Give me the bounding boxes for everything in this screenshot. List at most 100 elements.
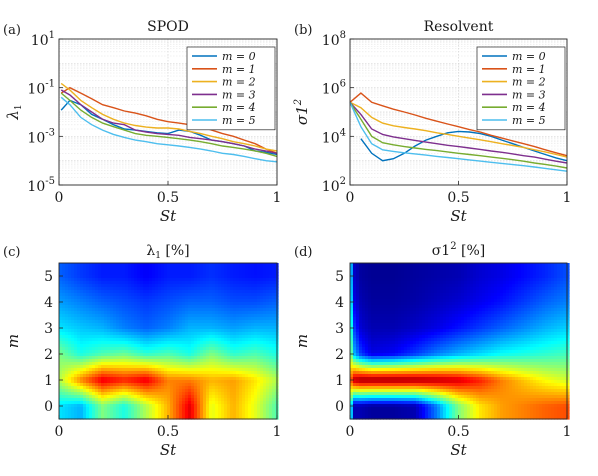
heatmap-cell: [113, 266, 117, 270]
heatmap-cell: [266, 335, 270, 339]
heatmap-cell: [74, 344, 78, 348]
heatmap-cell: [401, 341, 405, 345]
heatmap-cell: [362, 284, 366, 288]
heatmap-cell: [95, 317, 99, 321]
heatmap-cell: [101, 347, 105, 351]
heatmap-cell: [356, 338, 360, 342]
heatmap-cell: [359, 335, 363, 339]
heatmap-cell: [140, 296, 144, 300]
heatmap-cell: [152, 395, 156, 399]
legend-entry: m = 4: [222, 101, 256, 114]
heatmap-cell: [353, 263, 357, 267]
heatmap-cell: [398, 308, 402, 312]
heatmap-cell: [272, 278, 276, 282]
heatmap-cell: [212, 278, 216, 282]
series-line-m4: [349, 101, 568, 169]
heatmap-cell: [263, 374, 267, 378]
heatmap-cell: [152, 404, 156, 408]
heatmap-cell: [143, 380, 147, 384]
heatmap-cell: [353, 326, 357, 330]
heatmap-cell: [251, 302, 255, 306]
heatmap-cell: [149, 413, 153, 417]
heatmap-cell: [149, 323, 153, 327]
heatmap-cell: [86, 356, 90, 360]
heatmap-cell: [350, 416, 354, 420]
heatmap-cell: [146, 272, 150, 276]
heatmap-cell: [377, 269, 381, 273]
heatmap-cell: [155, 266, 159, 270]
heatmap-cell: [92, 296, 96, 300]
heatmap-cell: [251, 329, 255, 333]
heatmap-cell: [383, 293, 387, 297]
heatmap-cell: [146, 326, 150, 330]
heatmap-cell: [233, 329, 237, 333]
heatmap-cell: [239, 347, 243, 351]
heatmap-cell: [392, 290, 396, 294]
heatmap-cell: [143, 272, 147, 276]
heatmap-cell: [212, 335, 216, 339]
heatmap-cell: [350, 314, 354, 318]
heatmap-cell: [377, 398, 381, 402]
heatmap-cell: [260, 311, 264, 315]
heatmap-cell: [176, 287, 180, 291]
heatmap-cell: [374, 275, 378, 279]
heatmap-cell: [212, 380, 216, 384]
heatmap-cell: [215, 332, 219, 336]
heatmap-cell: [260, 410, 264, 414]
heatmap-cell: [272, 290, 276, 294]
heatmap-cell: [383, 362, 387, 366]
heatmap-cell: [113, 293, 117, 297]
heatmap-cell: [221, 398, 225, 402]
heatmap-cell: [185, 341, 189, 345]
heatmap-cell: [173, 404, 177, 408]
heatmap-cell: [251, 359, 255, 363]
heatmap-cell: [149, 410, 153, 414]
heatmap-cell: [170, 377, 174, 381]
heatmap-cell: [158, 389, 162, 393]
heatmap-cell: [266, 293, 270, 297]
heatmap-cell: [233, 296, 237, 300]
heatmap-cell: [149, 281, 153, 285]
heatmap-cell: [221, 344, 225, 348]
heatmap-cell: [146, 344, 150, 348]
y-tick-label: 10-1: [27, 79, 55, 98]
heatmap-cell: [107, 404, 111, 408]
heatmap-cell: [374, 389, 378, 393]
heatmap-cell: [161, 275, 165, 279]
heatmap-cell: [137, 335, 141, 339]
heatmap-cell: [131, 392, 135, 396]
heatmap-cell: [83, 269, 87, 273]
heatmap-cell: [353, 383, 357, 387]
heatmap-cell: [65, 368, 69, 372]
heatmap-cell: [254, 275, 258, 279]
heatmap-cell: [65, 386, 69, 390]
heatmap-cell: [170, 359, 174, 363]
heatmap-cell: [149, 284, 153, 288]
heatmap-cell: [167, 413, 171, 417]
heatmap-cell: [143, 344, 147, 348]
heatmap-cell: [194, 344, 198, 348]
heatmap-cell: [59, 332, 63, 336]
heatmap-cell: [191, 287, 195, 291]
heatmap-cell: [98, 356, 102, 360]
heatmap-cell: [230, 356, 234, 360]
heatmap-cell: [218, 314, 222, 318]
heatmap-cell: [209, 299, 213, 303]
heatmap-cell: [92, 416, 96, 420]
legend-box: [186, 46, 276, 131]
heatmap-cell: [230, 404, 234, 408]
heatmap-cell: [86, 392, 90, 396]
heatmap-cell: [77, 416, 81, 420]
heatmap-cell: [197, 323, 201, 327]
heatmap-cell: [398, 383, 402, 387]
heatmap-cell: [80, 281, 84, 285]
heatmap-cell: [368, 353, 372, 357]
chart-title: SPOD: [147, 19, 189, 35]
heatmap-cell: [128, 380, 132, 384]
heatmap-cell: [86, 416, 90, 420]
heatmap-cell: [182, 296, 186, 300]
heatmap-cell: [371, 329, 375, 333]
heatmap-cell: [398, 347, 402, 351]
heatmap-cell: [125, 383, 129, 387]
heatmap-cell: [74, 335, 78, 339]
